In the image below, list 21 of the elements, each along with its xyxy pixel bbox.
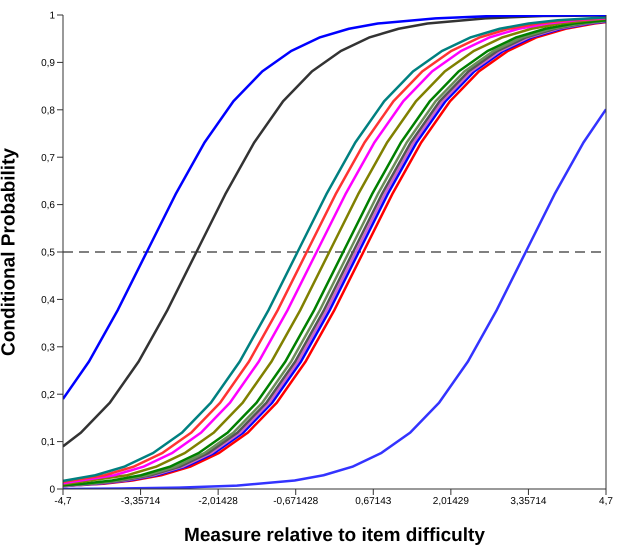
y-tick-label: 0,7 [41, 152, 56, 164]
y-tick-label: 0,2 [41, 390, 56, 401]
x-tick-label: -0,671428 [273, 496, 319, 508]
x-tick-label: -3,35714 [120, 496, 161, 508]
x-tick-label: 3,35714 [510, 496, 547, 508]
x-tick-label: 4,7 [599, 496, 614, 508]
y-axis-title: Conditional Probability [0, 148, 20, 356]
x-tick-label: -2,01428 [198, 496, 238, 508]
x-tick-label: 0,67143 [355, 496, 392, 508]
y-tick-label: 0 [49, 484, 56, 496]
y-tick-label: 1 [49, 10, 56, 22]
x-axis-title: Measure relative to item difficulty [184, 525, 486, 545]
y-tick-label: 0,9 [41, 58, 56, 69]
x-tick-label: 2,01429 [432, 496, 470, 508]
y-tick-label: 0,6 [41, 200, 56, 212]
y-tick-label: 0,4 [41, 294, 56, 306]
y-tick-label: 0,5 [41, 248, 56, 259]
y-tick-label: 0,3 [41, 342, 56, 354]
y-tick-label: 0,8 [41, 105, 56, 116]
y-tick-label: 0,1 [41, 437, 56, 448]
x-tick-label: -4,7 [54, 496, 72, 508]
